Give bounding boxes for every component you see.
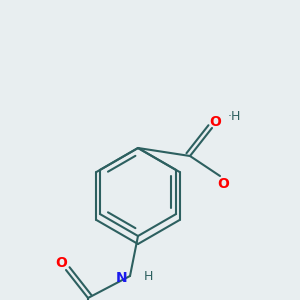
- Text: ·H: ·H: [228, 110, 242, 122]
- Text: O: O: [55, 256, 67, 270]
- Text: H: H: [143, 269, 153, 283]
- Text: O: O: [209, 115, 221, 129]
- Text: N: N: [116, 271, 128, 285]
- Text: O: O: [217, 177, 229, 191]
